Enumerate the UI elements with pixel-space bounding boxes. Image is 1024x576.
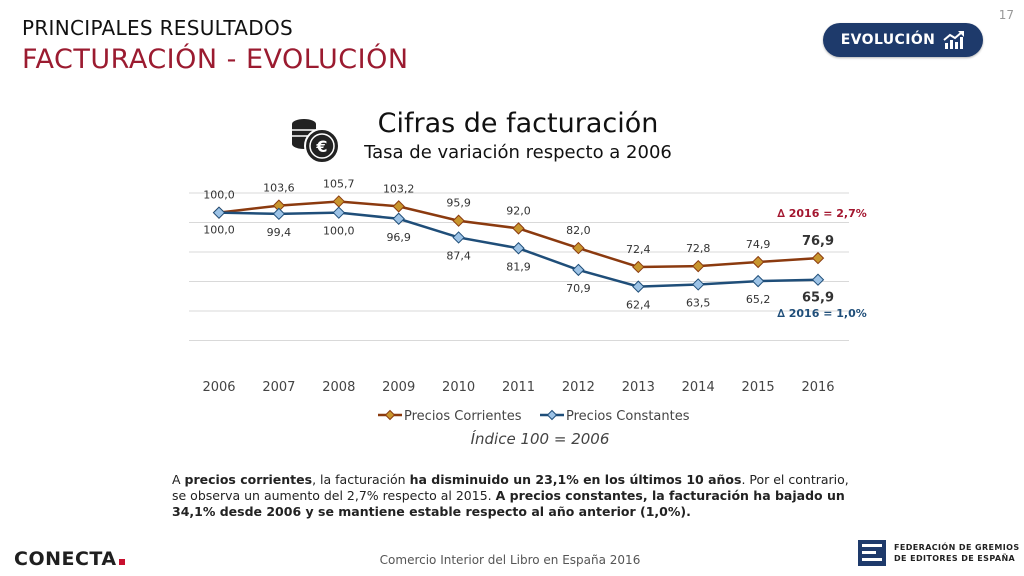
data-label-constantes: 63,5 — [686, 296, 711, 309]
data-point — [272, 207, 286, 221]
data-label-constantes: 100,0 — [323, 225, 355, 238]
x-tick-label: 2016 — [801, 380, 834, 395]
data-point — [572, 263, 585, 277]
x-tick-label: 2010 — [442, 380, 475, 395]
summary-text: A precios corrientes, la facturación ha … — [172, 472, 849, 519]
data-label-corrientes: 95,9 — [446, 197, 471, 210]
legend-marker — [546, 409, 558, 421]
data-point — [392, 200, 405, 213]
trend-up-icon — [943, 31, 965, 49]
legend-label: Precios Corrientes — [404, 409, 522, 424]
x-tick-label: 2012 — [562, 380, 595, 395]
data-point — [691, 278, 705, 291]
data-label-constantes: 70,9 — [566, 282, 591, 295]
data-label-corrientes: 100,0 — [203, 189, 235, 202]
data-label-corrientes: 105,7 — [323, 177, 355, 190]
badge-label: EVOLUCIÓN — [840, 32, 936, 48]
data-label-corrientes: 72,8 — [686, 242, 711, 255]
x-tick-label: 2009 — [382, 380, 415, 395]
data-label-corrientes: 76,9 — [802, 234, 834, 249]
data-label-constantes: 87,4 — [446, 249, 471, 262]
data-label-corrientes: 82,0 — [566, 224, 591, 237]
legend-label: Precios Constantes — [566, 409, 690, 424]
data-label-corrientes: 103,2 — [383, 182, 415, 195]
page-title: FACTURACIÓN - EVOLUCIÓN — [22, 44, 409, 75]
x-tick-label: 2014 — [682, 380, 715, 395]
source-footer: Comercio Interior del Libro en España 20… — [379, 553, 641, 567]
data-point — [212, 206, 226, 219]
data-label-constantes: 62,4 — [626, 299, 651, 312]
data-point — [811, 273, 825, 286]
data-label-corrientes: 74,9 — [746, 238, 771, 251]
data-label-corrientes: 92,0 — [506, 204, 531, 217]
x-tick-label: 2008 — [322, 380, 355, 395]
evolution-badge[interactable]: EVOLUCIÓN — [823, 23, 983, 57]
data-label-constantes: 100,0 — [203, 224, 235, 237]
federation-emblem-icon — [858, 540, 886, 566]
conecta-logo: CONECTA — [14, 548, 125, 570]
legend-marker — [384, 409, 396, 421]
data-point — [751, 274, 765, 288]
index-note: Índice 100 = 2006 — [470, 430, 610, 448]
data-label-constantes: 65,9 — [802, 291, 834, 306]
x-tick-label: 2007 — [262, 380, 295, 395]
annotation-corrientes: ∆ 2016 = 2,7% — [777, 207, 867, 220]
data-label-constantes: 99,4 — [267, 226, 292, 239]
data-point — [332, 206, 346, 219]
data-label-corrientes: 72,4 — [626, 243, 651, 256]
x-tick-label: 2006 — [202, 380, 235, 395]
x-tick-label: 2013 — [622, 380, 655, 395]
coins-euro-icon: € — [292, 119, 340, 164]
svg-text:€: € — [315, 137, 327, 156]
data-point — [751, 255, 765, 269]
chart-title: Cifras de facturación — [377, 108, 659, 139]
federation-line1: FEDERACIÓN DE GREMIOS — [894, 543, 1020, 552]
data-label-constantes: 65,2 — [746, 293, 771, 306]
x-tick-label: 2015 — [742, 380, 775, 395]
federation-line2: DE EDITORES DE ESPAÑA — [894, 554, 1016, 563]
section-kicker: PRINCIPALES RESULTADOS — [22, 16, 294, 40]
data-point — [452, 214, 465, 227]
data-point — [452, 231, 465, 244]
data-label-constantes: 96,9 — [386, 231, 411, 244]
data-point — [512, 242, 525, 255]
annotation-constantes: ∆ 2016 = 1,0% — [777, 307, 867, 320]
data-label-corrientes: 103,6 — [263, 182, 295, 195]
data-point — [332, 195, 346, 208]
chart-subtitle: Tasa de variación respecto a 2006 — [364, 142, 672, 163]
data-point — [392, 212, 405, 225]
page-number: 17 — [998, 8, 1014, 22]
federation-logo: FEDERACIÓN DE GREMIOS DE EDITORES DE ESP… — [858, 540, 1020, 566]
data-label-constantes: 81,9 — [506, 260, 531, 273]
data-point — [632, 260, 645, 274]
data-point — [512, 222, 525, 235]
data-point — [811, 251, 825, 265]
data-point — [572, 241, 585, 255]
line-chart: 2006 2007 2008 2009 2010 2011 2012 2013 2014 2015… — [189, 177, 867, 424]
data-point — [691, 259, 705, 273]
data-point — [632, 280, 645, 293]
x-tick-label: 2011 — [502, 380, 535, 395]
